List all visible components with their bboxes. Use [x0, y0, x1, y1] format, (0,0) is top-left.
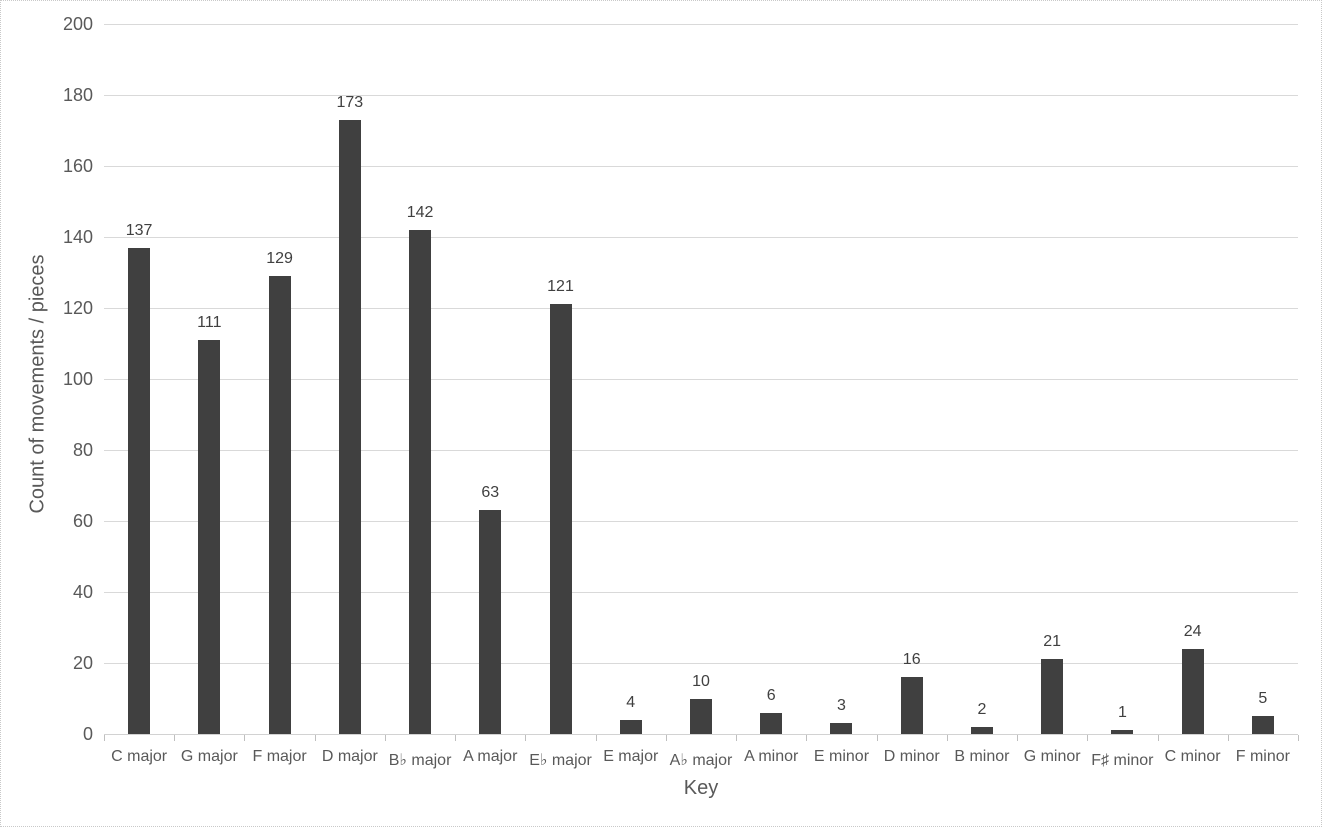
x-axis-tick-label: D minor	[883, 748, 940, 765]
bar[interactable]	[830, 723, 853, 734]
bar[interactable]	[409, 229, 432, 734]
bar-value-label: 121	[547, 278, 574, 296]
x-axis-tick-mark	[174, 735, 176, 741]
bar[interactable]	[1181, 648, 1204, 734]
x-axis-tick-mark	[946, 735, 948, 741]
x-axis-tick-label: E♭ major	[529, 752, 592, 769]
plot-area	[104, 24, 1298, 734]
x-axis-tick-label: A minor	[744, 748, 799, 765]
gridline	[104, 592, 1298, 593]
y-axis-tick-label: 60	[72, 511, 93, 531]
x-axis-tick-label: A♭ major	[669, 752, 733, 769]
bar-value-label: 6	[766, 686, 776, 704]
bar[interactable]	[970, 726, 993, 734]
x-axis-line	[104, 734, 1298, 735]
bar-value-label: 63	[481, 484, 500, 502]
bar[interactable]	[549, 304, 572, 734]
y-axis-tick-label: 20	[72, 653, 93, 673]
x-axis-tick-mark	[1298, 735, 1299, 741]
x-axis-tick-mark	[384, 735, 386, 741]
x-axis-tick-mark	[455, 735, 457, 741]
x-axis-tick-label: F minor	[1235, 748, 1290, 765]
bar-value-label: 16	[902, 651, 921, 669]
x-axis-tick-mark	[665, 735, 667, 741]
x-axis-tick-label: F♯ minor	[1091, 752, 1154, 769]
x-axis-tick-mark	[244, 735, 246, 741]
gridline	[104, 308, 1298, 309]
x-axis-tick-label: E major	[603, 748, 659, 765]
gridline	[104, 450, 1298, 451]
y-axis-tick-label: 160	[62, 156, 93, 176]
x-axis-tick-mark	[736, 735, 738, 741]
x-axis-tick-mark	[1157, 735, 1159, 741]
x-axis-tick-mark	[1087, 735, 1089, 741]
x-axis-tick-label: A major	[463, 748, 518, 765]
y-axis-tick-label: 120	[62, 298, 93, 318]
bar-value-label: 173	[336, 93, 364, 111]
x-axis-tick-mark	[595, 735, 597, 741]
y-axis-tick-label: 40	[72, 582, 93, 602]
bar-value-label: 129	[266, 250, 293, 268]
bar[interactable]	[1251, 716, 1274, 734]
bar[interactable]	[198, 339, 221, 734]
bar[interactable]	[619, 719, 642, 734]
bar[interactable]	[128, 247, 151, 734]
y-axis-tick-label: 140	[62, 227, 93, 247]
bar-value-label: 5	[1258, 690, 1268, 708]
y-axis-tick-label: 200	[62, 14, 93, 34]
bar[interactable]	[1041, 659, 1064, 734]
x-axis-tick-label: C major	[111, 748, 168, 765]
x-axis-tick-mark	[314, 735, 316, 741]
y-axis-tick-label: 0	[82, 724, 93, 744]
bar[interactable]	[1111, 730, 1134, 734]
x-axis-tick-label: B minor	[954, 748, 1010, 765]
x-axis-tick-label: B♭ major	[388, 752, 452, 769]
y-axis-tick-label: 80	[72, 440, 93, 460]
x-axis-tick-label: E minor	[813, 748, 870, 765]
bar-value-label: 24	[1183, 622, 1202, 640]
x-axis-tick-mark	[806, 735, 808, 741]
x-axis-tick-label: D major	[321, 748, 378, 765]
bar-value-label: 111	[197, 313, 222, 331]
gridline	[104, 24, 1298, 25]
bar-value-label: 4	[626, 693, 636, 711]
y-axis-tick-label: 100	[62, 369, 93, 389]
x-axis-tick-label: C minor	[1164, 748, 1221, 765]
bar-value-label: 10	[692, 672, 710, 690]
bar-value-label: 137	[125, 221, 153, 239]
bar-value-label: 21	[1043, 633, 1062, 651]
x-axis-tick-label: G major	[180, 748, 238, 765]
gridline	[104, 663, 1298, 664]
bar-value-label: 3	[837, 697, 846, 715]
bar[interactable]	[268, 276, 291, 734]
gridline	[104, 521, 1298, 522]
bar[interactable]	[900, 677, 923, 734]
x-axis-tick-label: F major	[252, 748, 307, 765]
x-axis-tick-mark	[1227, 735, 1229, 741]
x-axis-tick-mark	[1017, 735, 1019, 741]
x-axis-tick-mark	[525, 735, 527, 741]
gridline	[104, 379, 1298, 380]
x-axis-tick-mark	[104, 735, 105, 741]
gridline	[104, 95, 1298, 96]
gridline	[104, 166, 1298, 167]
bar[interactable]	[338, 119, 361, 734]
bar-value-label: 1	[1117, 704, 1127, 722]
x-axis-tick-mark	[876, 735, 878, 741]
bar[interactable]	[760, 712, 783, 734]
bar-value-label: 142	[406, 203, 434, 221]
bar[interactable]	[479, 510, 502, 734]
bar-value-label: 2	[977, 700, 987, 718]
bar[interactable]	[690, 698, 712, 734]
x-axis-tick-label: G minor	[1023, 748, 1081, 765]
x-axis-title: Key	[683, 777, 719, 799]
y-axis-tick-label: 180	[62, 85, 93, 105]
gridline	[104, 237, 1298, 238]
